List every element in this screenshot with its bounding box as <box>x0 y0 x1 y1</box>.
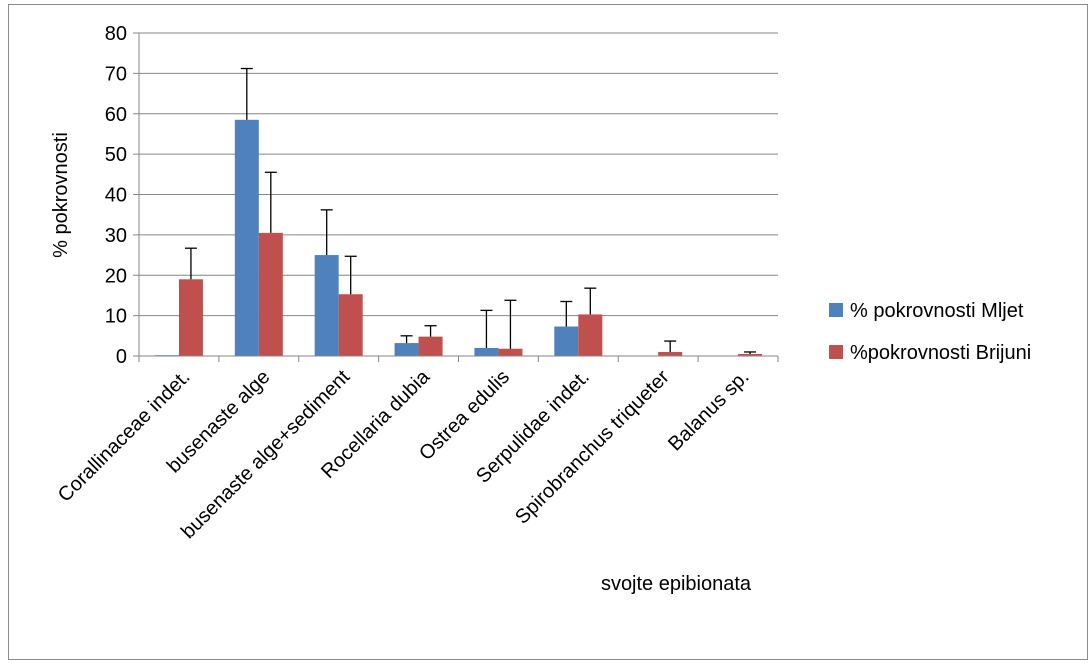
y-tick-label: 60 <box>105 104 127 126</box>
bar-mljet <box>554 326 579 356</box>
y-axis-title: % pokrovnosti <box>50 132 72 258</box>
bar-brijuni <box>418 336 443 356</box>
y-tick-label: 10 <box>105 306 127 328</box>
bar-brijuni <box>178 279 203 356</box>
legend-swatch-mljet <box>829 303 843 317</box>
y-tick-label: 0 <box>116 346 127 368</box>
x-category-label: Spirobranchus triqueter <box>511 366 674 529</box>
bar-brijuni <box>578 314 603 356</box>
x-category-label: Corallinaceae indet. <box>54 366 195 507</box>
bar-brijuni <box>498 348 523 356</box>
y-tick-label: 80 <box>105 23 127 45</box>
bar-brijuni <box>258 232 283 356</box>
legend-label-mljet: % pokrovnosti Mljet <box>850 300 1024 322</box>
bar-brijuni <box>658 351 683 356</box>
y-tick-label: 40 <box>105 185 127 207</box>
y-tick-label: 70 <box>105 63 127 85</box>
y-tick-label: 50 <box>105 144 127 166</box>
x-category-label: Balanus sp. <box>664 366 753 455</box>
bar-mljet <box>394 343 419 356</box>
x-category-label: busenaste alge+sediment <box>177 366 354 543</box>
x-axis-title: svojte epibionata <box>601 573 752 595</box>
legend-label-brijuni: %pokrovnosti Brijuni <box>850 342 1031 364</box>
y-tick-label: 20 <box>105 265 127 287</box>
bar-brijuni <box>738 353 763 356</box>
bar-mljet <box>474 347 499 356</box>
bar-brijuni <box>338 294 363 356</box>
y-tick-label: 30 <box>105 225 127 247</box>
legend-swatch-brijuni <box>829 345 843 359</box>
legend: % pokrovnosti Mljet %pokrovnosti Brijuni <box>829 300 1031 364</box>
bar-mljet <box>314 255 339 356</box>
bar-mljet <box>234 119 259 357</box>
